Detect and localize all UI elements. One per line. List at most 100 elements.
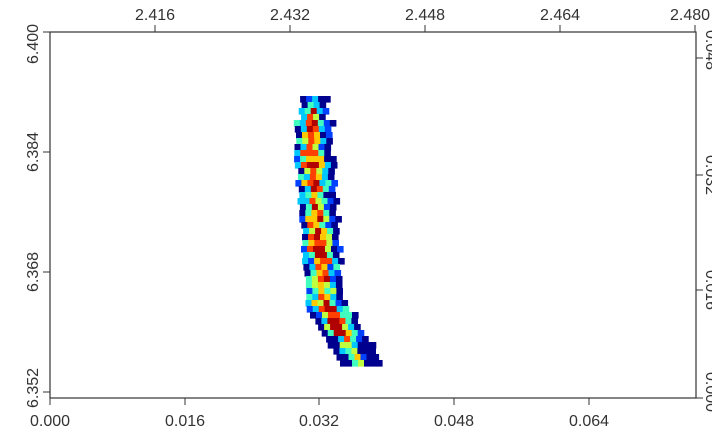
heatmap-cell xyxy=(317,276,325,283)
heatmap-cell xyxy=(324,96,331,103)
heatmap-cell xyxy=(333,330,341,337)
heatmap-cell xyxy=(321,228,328,235)
heatmap-cell xyxy=(306,150,313,157)
heatmap-cell xyxy=(366,354,374,361)
heatmap-cell xyxy=(362,336,369,343)
heatmap-cell xyxy=(324,150,331,157)
heatmap-cell xyxy=(376,360,383,367)
heatmap-cell xyxy=(307,102,315,109)
heatmap-cell xyxy=(294,126,302,133)
heatmap-cell xyxy=(324,294,331,301)
heatmap-cell xyxy=(302,240,309,247)
heatmap-cell xyxy=(337,246,344,253)
heatmap-cell xyxy=(327,228,334,235)
heatmap-cell xyxy=(335,276,343,283)
heatmap-cell xyxy=(302,252,310,259)
heatmap-cell xyxy=(313,222,320,229)
heatmap-cell xyxy=(330,156,337,163)
heatmap-cell xyxy=(308,138,315,145)
heatmap-cell xyxy=(326,138,333,145)
heatmap-cell xyxy=(352,360,359,367)
heatmap-cell xyxy=(345,318,352,325)
heatmap-cell xyxy=(315,174,323,181)
heatmap-cell xyxy=(328,186,336,193)
heatmap-cell xyxy=(302,234,309,241)
heatmap-cell xyxy=(310,270,318,277)
heatmap-cell xyxy=(322,186,330,193)
heatmap-cell xyxy=(317,204,325,211)
heatmap-cell xyxy=(323,216,330,223)
heatmap-cell xyxy=(351,318,358,325)
heatmap-cell xyxy=(303,264,310,271)
heatmap-cell xyxy=(326,258,333,265)
heatmap-cell xyxy=(329,276,337,283)
heatmap-cell xyxy=(364,360,371,367)
heatmap-cell xyxy=(305,216,312,223)
heatmap-cell xyxy=(360,354,368,361)
heatmap-cell xyxy=(323,276,331,283)
top-tick-label: 2.448 xyxy=(405,7,445,24)
heatmap-cell xyxy=(339,348,346,355)
heatmap-cell xyxy=(312,126,320,133)
heatmap-cell xyxy=(313,114,320,121)
heatmap-cell xyxy=(303,228,310,235)
heatmap-cell xyxy=(319,102,327,109)
heatmap-cell xyxy=(298,168,305,175)
heatmap-cell xyxy=(352,312,359,319)
heatmap-cell xyxy=(331,180,338,187)
heatmap-cell xyxy=(307,246,314,253)
heatmap-cell xyxy=(333,318,340,325)
heatmap-cell xyxy=(372,354,380,361)
heatmap-cell xyxy=(319,114,326,121)
heatmap-cell xyxy=(316,168,323,175)
heatmap-cell xyxy=(336,354,344,361)
heatmap-cell xyxy=(327,342,335,349)
heatmap-cell xyxy=(317,282,325,289)
heatmap-cell xyxy=(344,336,351,343)
heatmap-cell xyxy=(316,108,324,115)
heatmap-cell xyxy=(328,168,335,175)
heatmap-cell xyxy=(294,156,301,163)
heatmap-cell xyxy=(310,108,318,115)
heatmap-cell xyxy=(333,228,340,235)
heatmap-cell xyxy=(329,120,337,127)
heatmap-cell xyxy=(308,132,315,139)
heatmap-cell xyxy=(314,240,321,247)
heatmap-cell xyxy=(306,288,313,295)
heatmap-cell xyxy=(307,222,314,229)
heatmap-cell xyxy=(323,192,330,199)
heatmap-cell xyxy=(304,270,312,277)
heatmap-cell xyxy=(299,120,307,127)
heatmap-cell xyxy=(324,306,332,313)
heatmap-cell xyxy=(299,192,306,199)
heatmap-cell xyxy=(312,144,320,151)
heatmap-cell xyxy=(319,246,326,253)
heatmap-cell xyxy=(306,306,314,313)
heatmap-cell xyxy=(322,168,329,175)
heatmap-cell xyxy=(301,246,308,253)
heatmap-cell xyxy=(312,150,319,157)
left-tick-label: 6.368 xyxy=(25,252,42,292)
heatmap-cell xyxy=(327,174,335,181)
heatmap-cell xyxy=(317,120,325,127)
heatmap-cell xyxy=(357,342,365,349)
heatmap-cell xyxy=(334,270,342,277)
heatmap-cell xyxy=(336,324,343,331)
heatmap-cell xyxy=(336,306,344,313)
heatmap-cell xyxy=(323,282,331,289)
heatmap-cell xyxy=(330,306,338,313)
heatmap-cell xyxy=(323,300,331,307)
right-tick-label: 0.016 xyxy=(702,270,712,310)
heatmap-cell xyxy=(341,300,349,307)
top-tick-label: 2.480 xyxy=(670,7,710,24)
heatmap-cell xyxy=(331,222,338,229)
heatmap-cell xyxy=(319,180,326,187)
right-axis: 0.048 0.032 0.016 0.000 xyxy=(696,30,712,412)
heatmap-cell xyxy=(330,294,337,301)
heatmap-cell xyxy=(339,330,347,337)
heatmap-cell xyxy=(302,138,309,145)
heatmap-cell xyxy=(305,300,313,307)
heatmap-cell xyxy=(311,120,319,127)
heatmap-cell xyxy=(304,108,312,115)
heatmap-cell xyxy=(317,216,324,223)
